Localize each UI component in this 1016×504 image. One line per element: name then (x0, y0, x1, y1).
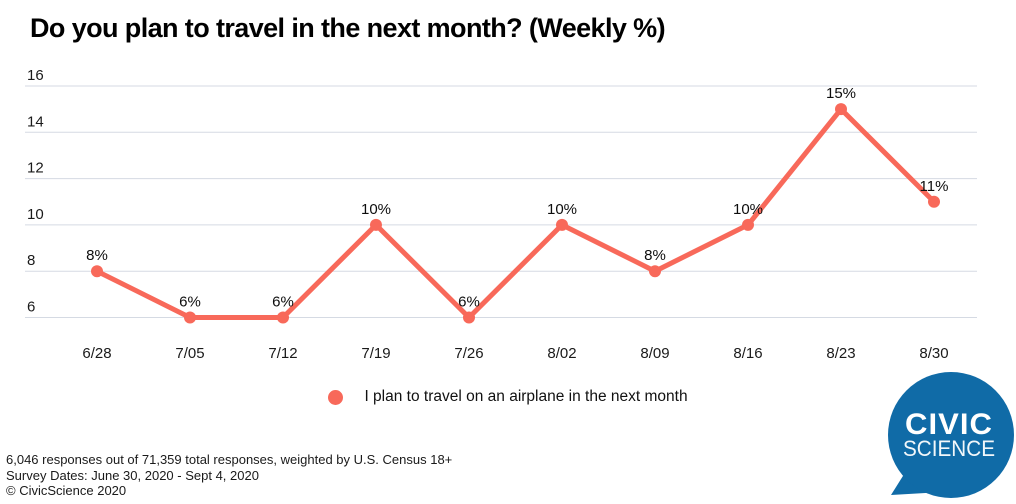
data-point (928, 195, 940, 208)
x-tick-label: 8/30 (919, 345, 948, 362)
data-point (835, 103, 847, 116)
data-point-label: 8% (86, 247, 108, 264)
x-tick-label: 7/12 (268, 345, 297, 362)
line-chart: 16 14 12 10 8 6 6/28 7/05 7/12 7/19 7/26 8/02 8/09 8/… (25, 67, 977, 362)
y-tick-label: 6 (27, 299, 35, 316)
x-tick-label: 7/19 (361, 345, 390, 362)
data-point-label: 15% (826, 85, 856, 102)
data-point (556, 218, 568, 231)
footer-copyright: © CivicScience 2020 (6, 483, 127, 498)
data-point (649, 265, 661, 278)
footer-notes: 6,046 responses out of 71,359 total resp… (6, 452, 452, 499)
x-tick-label: 8/02 (547, 345, 576, 362)
legend: I plan to travel on an airplane in the n… (0, 388, 1016, 406)
x-tick-label: 8/23 (826, 345, 855, 362)
series-line (94, 106, 937, 320)
legend-label: I plan to travel on an airplane in the n… (364, 388, 688, 405)
logo-text-civic: CIVIC (905, 408, 993, 441)
data-point-label: 6% (179, 294, 201, 311)
x-tick-label: 7/05 (175, 345, 204, 362)
data-point (184, 311, 196, 324)
data-point (277, 311, 289, 324)
y-tick-label: 14 (27, 113, 44, 130)
data-point (370, 218, 382, 231)
data-point-label: 10% (547, 201, 577, 218)
legend-marker-dot (328, 389, 344, 405)
footer-survey-dates: Survey Dates: June 30, 2020 - Sept 4, 20… (6, 467, 259, 483)
y-tick-label: 16 (27, 67, 44, 84)
data-point-label: 11% (920, 178, 949, 195)
chart-title: Do you plan to travel in the next month?… (30, 13, 666, 43)
logo-text-science: SCIENCE (903, 436, 995, 461)
data-point-label: 6% (458, 294, 480, 311)
y-tick-label: 10 (27, 206, 44, 223)
logo-bubble (888, 372, 1014, 498)
data-point (463, 311, 475, 324)
x-tick-label: 6/28 (82, 345, 111, 362)
data-point-label: 8% (644, 247, 666, 264)
data-point-label: 6% (272, 294, 294, 311)
data-point (91, 265, 103, 278)
footer-responses: 6,046 responses out of 71,359 total resp… (6, 452, 453, 467)
data-point-label: 10% (361, 201, 391, 218)
x-tick-label: 8/09 (640, 345, 669, 362)
y-tick-label: 8 (27, 252, 35, 269)
data-point-label: 10% (733, 201, 763, 218)
y-tick-label: 12 (27, 160, 44, 177)
data-point (742, 218, 754, 231)
civicscience-logo: CIVIC SCIENCE (888, 372, 1014, 498)
x-tick-label: 8/16 (733, 345, 762, 362)
x-tick-label: 7/26 (454, 345, 483, 362)
